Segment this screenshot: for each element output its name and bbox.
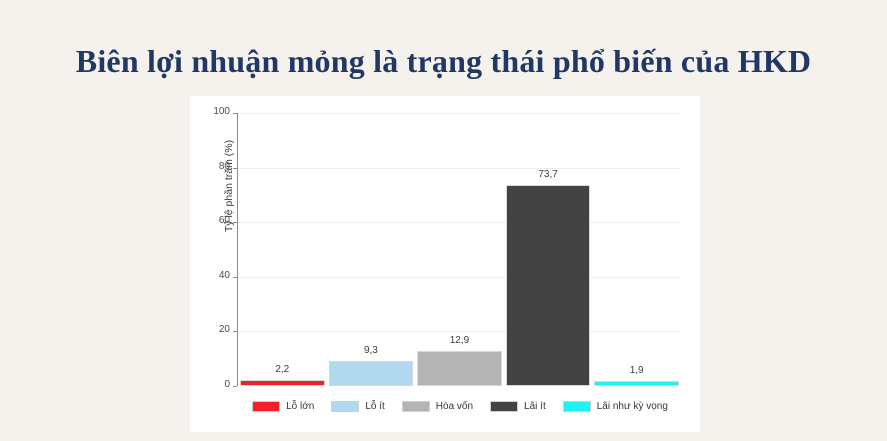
legend-item-1[interactable]: Lỗ lớn: [252, 401, 314, 412]
legend-swatch-icon: [401, 401, 430, 412]
bar-slot: 12,9: [415, 113, 504, 386]
gridline: [238, 167, 681, 169]
legend-label: Lãi như kỳ vọng: [596, 401, 668, 412]
bar-value-label: 2,2: [275, 364, 290, 375]
plot-area: 0 20 40 60 80 100 2,2 9,3 12,9 73,7 1,9: [213, 106, 681, 390]
bar-4[interactable]: [505, 184, 591, 386]
gridline: [238, 276, 681, 278]
y-tick-label: 40: [218, 269, 230, 281]
y-tick-label: 60: [218, 215, 230, 227]
y-tick-label: 100: [213, 106, 230, 117]
page-title: Biên lợi nhuận mỏng là trạng thái phổ bi…: [75, 43, 812, 79]
legend-label: Lỗ ít: [365, 401, 385, 412]
bar-1[interactable]: [240, 380, 325, 386]
tick-mark: [233, 276, 237, 278]
tick-mark: [233, 386, 237, 387]
gridline: [238, 331, 681, 333]
y-tick-label: 20: [218, 324, 230, 336]
tick-mark: [233, 331, 237, 333]
y-tick-label: 80: [218, 160, 230, 172]
bar-slot: 9,3: [327, 113, 416, 386]
legend-swatch-icon: [252, 401, 281, 412]
bar-slot: 2,2: [238, 113, 327, 386]
bar-slot: 1,9: [592, 113, 681, 386]
bar-value-label: 73,7: [538, 168, 558, 180]
y-axis-title: Tỷ lệ phần trăm (%): [223, 139, 235, 233]
gridline: [238, 222, 681, 224]
legend-label: Lãi ít: [524, 401, 546, 412]
tick-mark: [233, 167, 237, 169]
y-axis-line: [237, 113, 238, 386]
bar-value-label: 1,9: [629, 364, 644, 376]
tick-mark: [233, 222, 237, 224]
tick-mark: [233, 113, 237, 114]
bar-value-label: 9,3: [363, 344, 378, 356]
legend-swatch-icon: [562, 401, 591, 412]
legend-item-4[interactable]: Lãi ít: [490, 401, 546, 412]
chart-panel: Tỷ lệ phần trăm (%) 0 20 40 60 80 100 2,2 9,3 1…: [190, 96, 700, 432]
legend-item-2[interactable]: Lỗ ít: [331, 401, 385, 412]
bar-3[interactable]: [417, 350, 502, 386]
gridline: [238, 113, 681, 114]
legend-item-3[interactable]: Hòa vốn: [401, 401, 474, 412]
legend-swatch-icon: [490, 401, 519, 412]
legend-swatch-icon: [331, 401, 360, 412]
bar-slot: 73,7: [504, 113, 593, 386]
bar-value-label: 12,9: [449, 334, 470, 346]
bar-series: 2,2 9,3 12,9 73,7 1,9: [238, 113, 681, 386]
legend-item-5[interactable]: Lãi như kỳ vọng: [562, 401, 668, 412]
legend-label: Lỗ lớn: [286, 401, 315, 412]
y-tick-label: 0: [224, 379, 230, 390]
chart-legend: Lỗ lớn Lỗ ít Hòa vốn Lãi ít Lãi như kỳ vọng: [238, 401, 682, 412]
bar-5[interactable]: [594, 380, 679, 386]
bar-2[interactable]: [328, 360, 414, 386]
legend-label: Hòa vốn: [435, 401, 474, 412]
